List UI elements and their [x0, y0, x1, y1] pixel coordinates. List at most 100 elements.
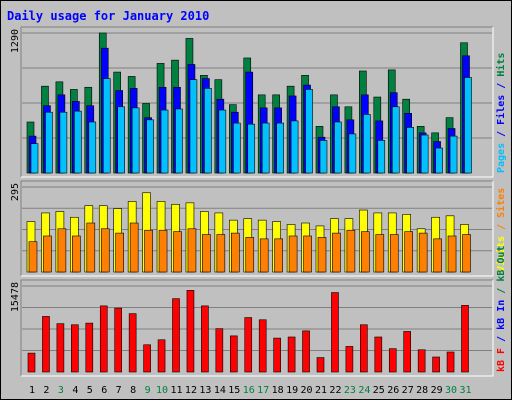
bar-sites-day-6 — [100, 228, 110, 273]
bar-kb-f-day-24 — [360, 324, 368, 373]
bar-kb-f-day-14 — [215, 328, 224, 373]
day-label-24: 24 — [358, 385, 370, 396]
bar-sites-day-21 — [317, 237, 327, 273]
day-label-12: 12 — [185, 385, 197, 396]
bar-kb-f-day-5 — [85, 322, 94, 373]
series-axis-label-part: / — [496, 77, 507, 95]
bar-pages-day-12 — [189, 79, 198, 174]
day-label-22: 22 — [329, 385, 341, 396]
series-axis-label-part: / — [496, 125, 507, 143]
bar-pages-day-23 — [348, 133, 357, 174]
bar-pages-day-8 — [131, 107, 140, 174]
series-axis-label-part: Pages — [496, 143, 507, 173]
series-axis-label-part: Sites — [495, 188, 507, 218]
bar-kb-f-day-2 — [42, 316, 50, 373]
chart-title: Daily usage for January 2010 — [7, 9, 210, 23]
bar-kb-f-day-4 — [71, 324, 79, 373]
bar-pages-day-4 — [74, 110, 82, 174]
bar-sites-day-5 — [86, 222, 96, 273]
panel-border-light — [21, 27, 494, 178]
panel-background — [21, 280, 493, 376]
day-label-23: 23 — [344, 385, 356, 396]
bar-sites-day-27 — [404, 231, 414, 273]
day-label-14: 14 — [214, 385, 226, 396]
bar-pages-day-21 — [319, 140, 328, 174]
bar-sites-day-31 — [462, 234, 471, 273]
bar-sites-day-10 — [158, 229, 168, 273]
series-axis-label: Visits / Sites — [495, 188, 507, 272]
bar-kb-f-day-19 — [287, 336, 296, 373]
bar-sites-day-17 — [259, 238, 269, 273]
bar-pages-day-7 — [117, 106, 125, 174]
y-max-label: 1290 — [10, 29, 21, 53]
bar-kb-f-day-11 — [172, 298, 180, 373]
bar-pages-day-24 — [363, 114, 371, 174]
day-label-6: 6 — [101, 385, 107, 396]
bar-kb-f-day-15 — [230, 335, 238, 373]
bar-pages-day-2 — [45, 111, 53, 174]
day-label-28: 28 — [416, 385, 428, 396]
bar-kb-f-day-22 — [331, 292, 339, 373]
bar-pages-day-28 — [420, 134, 429, 174]
series-axis-label-part: kB In — [496, 300, 507, 330]
panel-2: 295 Visits / Sites — [10, 180, 507, 277]
bar-sites-day-14 — [216, 234, 226, 273]
bar-sites-day-24 — [361, 231, 370, 273]
bar-pages-day-29 — [435, 147, 443, 174]
day-label-26: 26 — [387, 385, 399, 396]
bar-kb-f-day-10 — [157, 339, 166, 373]
bar-kb-f-day-23 — [345, 346, 354, 373]
y-max-label: 295 — [10, 183, 21, 201]
bar-sites-day-18 — [274, 238, 283, 273]
bar-kb-f-day-21 — [316, 357, 325, 373]
series-axis-label-part: / — [496, 330, 507, 348]
bar-kb-f-day-18 — [273, 337, 281, 373]
panel-3: 15478 kB F / kB In / kB Out — [10, 246, 507, 377]
bar-sites-day-1 — [28, 241, 38, 273]
bar-pages-day-18 — [276, 122, 284, 174]
bar-sites-day-3 — [57, 228, 67, 273]
bar-pages-day-10 — [160, 109, 169, 174]
day-label-15: 15 — [228, 385, 240, 396]
bar-kb-f-day-13 — [201, 305, 209, 373]
series-axis-label-part: / — [496, 282, 507, 300]
day-label-29: 29 — [431, 385, 443, 396]
bar-sites-day-20 — [303, 235, 312, 273]
bar-sites-day-8 — [129, 222, 139, 273]
bar-pages-day-6 — [102, 78, 111, 174]
bar-sites-day-11 — [173, 231, 182, 273]
bar-kb-f-day-16 — [244, 317, 253, 373]
day-label-2: 2 — [43, 385, 49, 396]
bar-pages-day-19 — [290, 120, 299, 174]
bar-kb-f-day-31 — [461, 305, 469, 373]
day-label-8: 8 — [130, 385, 136, 396]
day-label-9: 9 — [145, 385, 151, 396]
bar-sites-day-12 — [187, 228, 197, 273]
bar-pages-day-15 — [233, 122, 241, 174]
bar-sites-day-19 — [288, 235, 298, 273]
bar-pages-day-5 — [88, 121, 97, 174]
panel-1: 1290 Pages / Files / Hits — [10, 26, 507, 178]
series-axis-label-part: Files — [495, 95, 507, 125]
bar-kb-f-day-1 — [27, 352, 36, 373]
bar-sites-day-9 — [144, 229, 153, 273]
series-axis-label-part: kB Out — [496, 246, 507, 282]
day-label-13: 13 — [199, 385, 211, 396]
bar-pages-day-14 — [218, 109, 227, 174]
bar-sites-day-25 — [375, 234, 385, 273]
day-label-21: 21 — [315, 385, 327, 396]
bar-kb-f-day-27 — [403, 331, 412, 373]
bar-kb-f-day-25 — [374, 336, 383, 373]
bar-sites-day-22 — [332, 232, 341, 273]
bar-sites-day-30 — [447, 235, 457, 273]
bar-pages-day-11 — [175, 108, 183, 174]
bar-sites-day-2 — [43, 235, 52, 273]
bar-pages-day-1 — [30, 143, 39, 174]
bar-kb-f-day-6 — [99, 305, 108, 373]
day-label-25: 25 — [373, 385, 385, 396]
bar-pages-day-20 — [305, 89, 313, 174]
bar-pages-day-17 — [261, 122, 270, 174]
series-axis-label-part: kB F — [496, 348, 507, 372]
day-label-10: 10 — [156, 385, 168, 396]
